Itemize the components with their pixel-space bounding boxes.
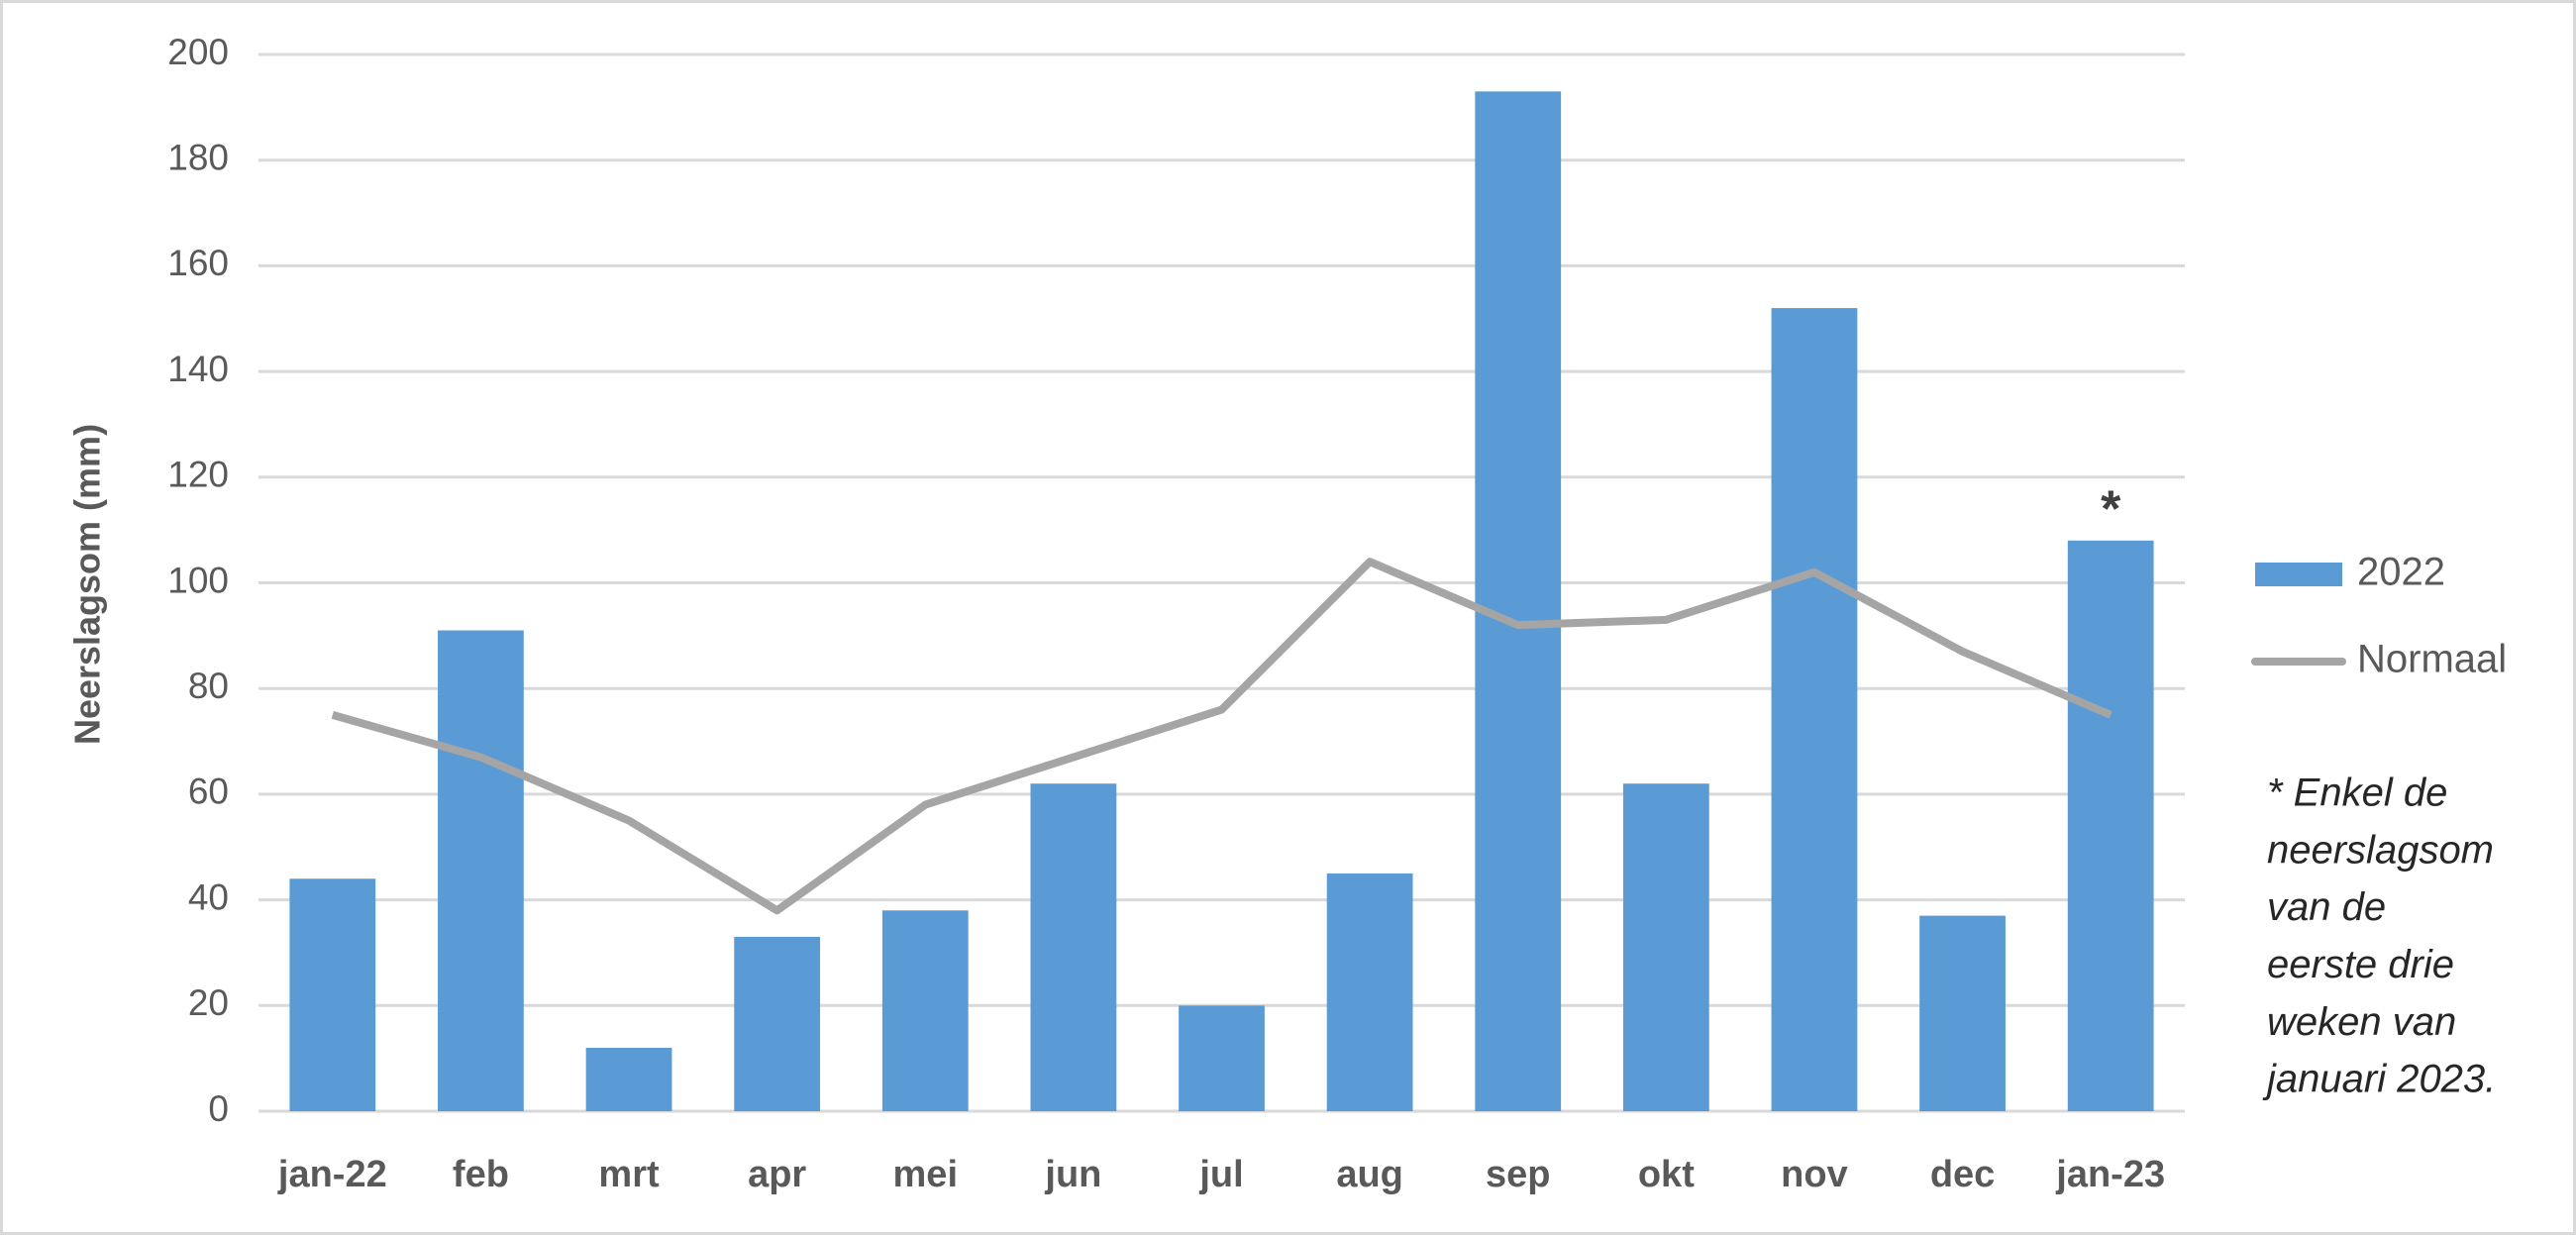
y-tick-label: 160 [167,243,229,283]
annotation-note: januari 2023. [2262,1058,2496,1101]
bar [438,630,524,1111]
annotation-note: weken van [2267,1000,2456,1044]
y-tick-label: 80 [188,666,229,706]
legend-label: Normaal [2357,638,2507,681]
x-tick-label: mrt [598,1154,660,1195]
y-tick-label: 120 [167,455,229,495]
bar [1326,873,1413,1111]
x-tick-label: jan-23 [2055,1154,2165,1195]
x-tick-label: jan-22 [277,1154,387,1195]
bar [881,910,969,1111]
bar [2067,540,2154,1111]
x-tick-label: jun [1044,1154,1101,1195]
y-tick-label: 40 [188,876,229,917]
x-tick-label: jul [1198,1154,1243,1195]
annotation-note: neerslagsom [2267,828,2494,872]
x-tick-label: feb [453,1154,509,1195]
annotation-note: van de [2267,885,2386,929]
annotation-note: eerste drie [2267,943,2454,986]
y-tick-label: 60 [188,772,229,812]
bar [1030,783,1117,1111]
x-tick-label: okt [1638,1154,1695,1195]
legend-swatch [2255,563,2342,586]
line [331,558,2112,915]
bar [1622,783,1709,1111]
bar [734,936,821,1111]
x-tick-label: nov [1781,1154,1848,1195]
y-tick-label: 140 [167,349,229,389]
y-tick-label: 100 [167,560,229,600]
bar [1771,308,1858,1112]
bar [1919,915,2006,1111]
y-tick-label: 20 [188,982,229,1023]
y-tick-label: 200 [167,32,229,72]
annotation-note: * Enkel de [2267,772,2447,815]
bar [1179,1005,1265,1111]
x-tick-label: aug [1336,1154,1403,1195]
bar [1475,91,1562,1112]
legend-label: 2022 [2357,551,2445,594]
x-tick-label: dec [1930,1154,1995,1195]
bar [289,878,376,1111]
bar [585,1047,672,1111]
y-tick-label: 180 [167,137,229,177]
y-axis-title: Neerslagsom (mm) [67,424,108,745]
x-tick-label: apr [748,1154,806,1195]
x-tick-label: sep [1486,1154,1550,1195]
annotation-mark: * [2101,481,2121,539]
y-tick-label: 0 [208,1088,229,1129]
x-tick-label: mei [893,1154,958,1195]
